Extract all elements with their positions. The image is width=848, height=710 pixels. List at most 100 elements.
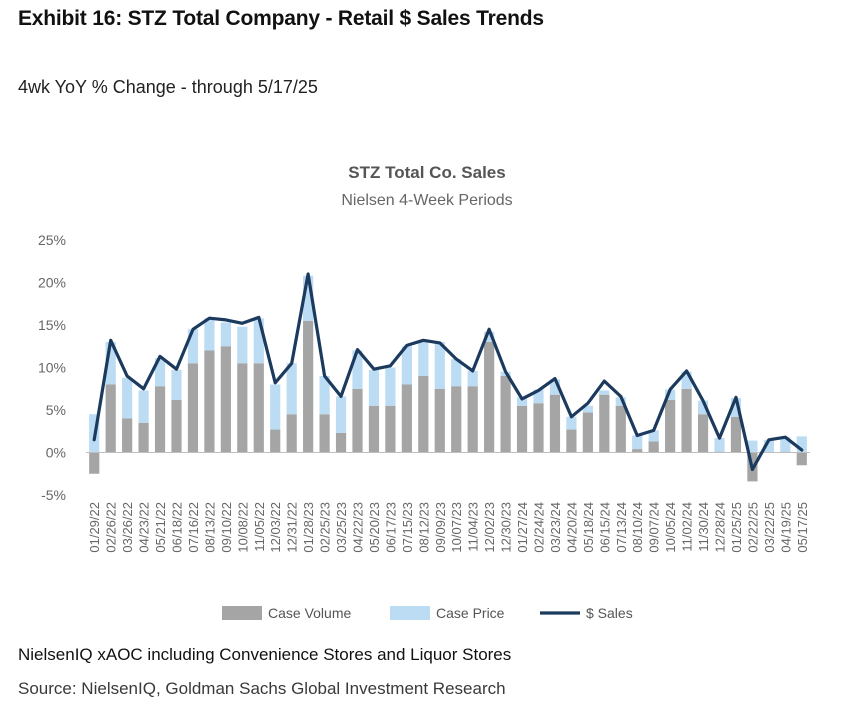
x-tick-label: 04/20/24 [564,502,579,553]
bar-case-price [467,370,478,387]
x-tick-label: 09/10/22 [219,502,234,553]
x-tick-label: 01/27/24 [515,502,530,553]
bar-case-volume [303,320,314,453]
bar-case-price [730,398,742,417]
bar-case-price [697,400,709,415]
y-axis: 25% 20% 15% 10% 5% 0% -5% [38,232,66,503]
sales-line [92,272,804,472]
x-tick-label: 05/21/22 [153,502,168,553]
bar-case-price [171,370,182,400]
bar-case-volume [204,350,215,453]
bar-case-volume [599,394,610,453]
bar-case-price [747,440,758,453]
bar-case-price [237,326,248,364]
legend-label-sales: $ Sales [586,605,633,621]
x-tick-label: 11/05/22 [252,502,267,552]
bar-case-price [632,435,643,450]
x-tick-label: 06/17/23 [383,502,398,553]
x-tick-label: 04/19/25 [778,502,793,553]
x-tick-label: 12/31/22 [285,502,300,553]
x-tick-label: 09/07/24 [647,502,662,553]
bar-case-volume [385,405,396,453]
bar-case-price [319,376,330,415]
y-tick-label: -5% [41,487,66,503]
chart-title: STZ Total Co. Sales [348,163,505,182]
bar-case-volume [270,429,281,453]
bar-case-price [549,379,561,395]
bar-case-price [105,342,116,385]
bar-case-volume [319,414,330,453]
bar-case-volume [467,386,478,453]
legend-label-case-price: Case Price [436,605,505,621]
x-tick-label: 01/25/25 [729,502,744,553]
bar-case-price [335,396,347,433]
x-tick-label: 10/07/23 [449,502,464,553]
bar-case-price [714,438,725,452]
x-axis: 01/29/22 02/26/22 03/26/22 04/23/22 05/21/22… [87,502,810,553]
bar-case-price [648,430,659,442]
bar-case-price [401,346,412,385]
bar-case-volume [418,376,429,453]
x-tick-label: 09/09/23 [433,502,448,553]
bar-case-volume [352,388,363,453]
bar-case-price [763,439,774,453]
bar-case-price [270,384,281,430]
bar-case-volume [566,429,577,453]
legend-label-case-volume: Case Volume [268,605,351,621]
bar-case-price [434,342,445,389]
bar-case-volume [730,416,742,453]
bar-case-price [303,275,314,321]
x-tick-label: 05/20/23 [367,502,382,553]
bar-case-price [352,350,363,389]
bar-case-price [138,390,149,423]
footnote: NielsenIQ xAOC including Convenience Sto… [18,645,512,664]
y-tick-label: 20% [38,275,66,291]
x-tick-label: 01/29/22 [87,502,102,553]
x-tick-label: 06/15/24 [597,502,612,553]
bar-case-volume [138,422,149,453]
bar-case-volume [237,363,248,453]
bar-case-price [451,359,462,387]
bar-case-volume [582,412,593,453]
bar-case-price [582,405,593,413]
bar-case-volume [105,384,116,453]
y-tick-label: 5% [46,402,66,418]
bar-case-volume [89,452,100,474]
bars [89,275,807,482]
bar-case-volume [648,441,659,453]
bar-case-volume [122,418,133,453]
x-tick-label: 11/04/23 [466,502,481,552]
bar-case-volume [615,405,626,453]
bar-case-volume [681,388,692,453]
bar-case-price [484,331,495,342]
bar-case-volume [516,405,528,453]
bar-case-price [780,437,791,452]
x-tick-label: 04/22/23 [351,502,366,553]
bar-case-volume [549,394,561,453]
bar-case-price [286,363,297,415]
y-tick-label: 0% [46,445,66,461]
bar-case-volume [500,376,511,453]
x-tick-label: 08/13/22 [202,502,217,553]
x-tick-label: 04/23/22 [137,502,152,553]
bar-case-volume [187,363,199,453]
x-tick-label: 01/28/23 [301,502,316,553]
x-tick-label: 03/26/22 [120,502,135,553]
bar-case-volume [665,399,676,453]
bar-case-price [368,370,380,406]
bar-case-volume [401,384,412,453]
bar-case-price [418,342,429,376]
bar-case-volume [434,388,445,453]
bar-case-price [220,322,231,347]
bar-case-price [385,367,396,406]
x-tick-label: 07/16/22 [186,502,201,553]
bar-case-price [566,416,577,430]
legend-swatch-case-volume [222,606,262,620]
legend-swatch-case-price [390,606,430,620]
x-tick-label: 08/12/23 [416,502,431,553]
x-tick-label: 12/03/22 [268,502,283,553]
bar-case-price [599,390,610,395]
bar-case-price [253,318,264,364]
x-tick-label: 02/26/22 [104,502,119,553]
x-tick-label: 12/30/23 [499,502,514,553]
